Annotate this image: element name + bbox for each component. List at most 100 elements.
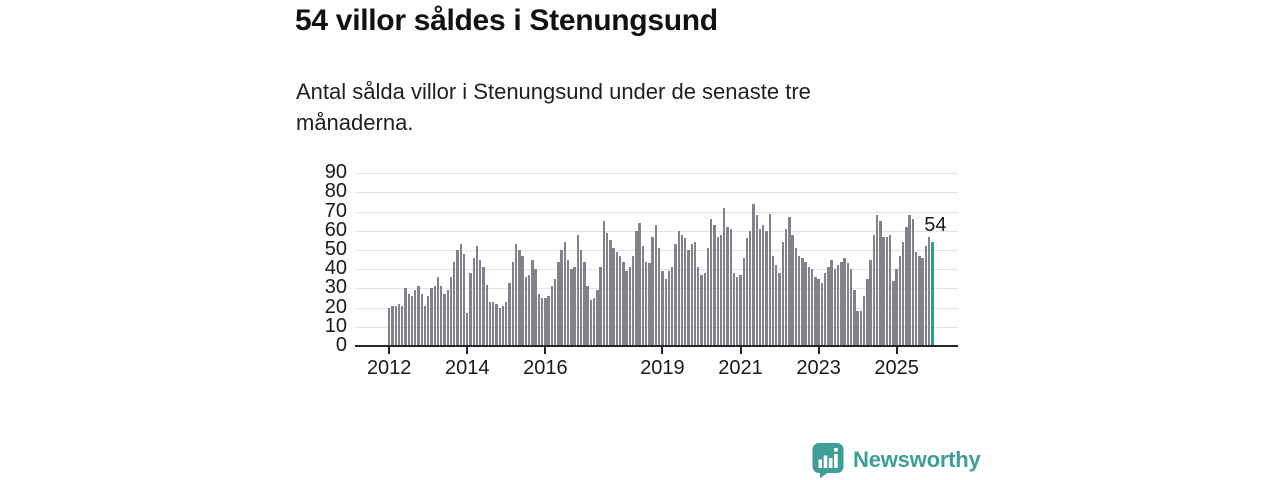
bar bbox=[488, 301, 492, 346]
bar bbox=[466, 313, 469, 346]
bar bbox=[531, 259, 534, 346]
bar bbox=[505, 301, 508, 346]
bar bbox=[775, 265, 778, 346]
x-axis-tick-mark bbox=[661, 347, 664, 354]
bar bbox=[905, 226, 908, 346]
bar bbox=[723, 207, 726, 346]
x-axis-tick-label: 2014 bbox=[445, 357, 490, 379]
bar bbox=[560, 250, 563, 346]
bar bbox=[625, 271, 628, 346]
bar bbox=[791, 234, 794, 346]
bar bbox=[778, 273, 781, 346]
bar bbox=[830, 259, 833, 346]
bar bbox=[498, 307, 501, 346]
bar bbox=[404, 288, 407, 346]
bar bbox=[758, 228, 762, 346]
bar bbox=[726, 226, 729, 346]
bar bbox=[635, 230, 638, 346]
bar bbox=[690, 244, 693, 346]
bar bbox=[436, 276, 440, 346]
bar bbox=[879, 221, 882, 346]
bar bbox=[388, 307, 391, 346]
bar bbox=[898, 255, 902, 346]
bar bbox=[469, 273, 472, 346]
bar bbox=[771, 255, 775, 346]
bar bbox=[866, 278, 869, 346]
bar bbox=[716, 236, 719, 346]
bar bbox=[420, 294, 423, 346]
x-axis-tick-label: 2016 bbox=[523, 357, 568, 379]
y-axis-tick-label: 20 bbox=[324, 295, 347, 318]
bar bbox=[602, 221, 606, 346]
bar bbox=[846, 263, 850, 346]
bar bbox=[814, 276, 817, 346]
bar bbox=[752, 203, 755, 346]
bar bbox=[671, 267, 674, 346]
bar bbox=[667, 271, 671, 346]
bar bbox=[657, 248, 661, 346]
bar bbox=[875, 215, 879, 346]
bar bbox=[495, 303, 498, 346]
bar bbox=[524, 276, 528, 346]
x-axis-tick-mark bbox=[895, 347, 898, 354]
y-axis-tick-label: 50 bbox=[324, 238, 347, 260]
grid-line bbox=[355, 192, 958, 194]
bar bbox=[885, 236, 889, 346]
bar bbox=[739, 274, 742, 346]
x-axis-tick-mark bbox=[466, 347, 469, 354]
bar bbox=[781, 242, 784, 346]
bar bbox=[843, 257, 846, 346]
bar bbox=[762, 225, 765, 346]
bar bbox=[397, 303, 401, 346]
bar-chart-speech-bubble-icon bbox=[812, 443, 844, 478]
bar bbox=[472, 257, 475, 346]
bar bbox=[820, 282, 824, 346]
x-axis-tick-mark bbox=[817, 347, 820, 354]
bar bbox=[749, 230, 752, 346]
bar bbox=[901, 242, 905, 346]
bar bbox=[677, 230, 680, 346]
bar bbox=[664, 278, 667, 346]
bar bbox=[892, 280, 895, 346]
bar bbox=[840, 261, 843, 346]
bar bbox=[801, 257, 804, 346]
bar bbox=[589, 299, 593, 346]
bar bbox=[849, 269, 853, 346]
bar bbox=[836, 265, 840, 346]
newsworthy-wordmark: Newsworthy bbox=[853, 446, 981, 472]
bar bbox=[703, 273, 706, 346]
bar bbox=[719, 234, 723, 346]
bar bbox=[648, 263, 651, 346]
x-axis-tick-label: 2019 bbox=[640, 357, 685, 379]
bar bbox=[501, 305, 505, 346]
bar bbox=[680, 234, 684, 346]
bar bbox=[586, 286, 589, 346]
chart-subtitle: Antal sålda villor i Stenungsund under d… bbox=[296, 79, 811, 135]
bar bbox=[823, 273, 827, 346]
bar bbox=[618, 255, 622, 346]
bar bbox=[862, 296, 866, 346]
bar bbox=[732, 273, 736, 346]
y-axis-tick-label: 70 bbox=[324, 199, 347, 222]
bar bbox=[674, 244, 677, 346]
bar bbox=[599, 267, 602, 346]
x-axis-tick-label: 2025 bbox=[874, 357, 919, 379]
grid-line bbox=[355, 173, 958, 175]
bar bbox=[612, 248, 615, 346]
bar bbox=[908, 215, 911, 346]
bar bbox=[693, 242, 697, 346]
bar bbox=[596, 290, 599, 346]
bar bbox=[628, 267, 632, 346]
bar bbox=[433, 286, 436, 346]
bar bbox=[700, 274, 703, 346]
bar bbox=[547, 296, 550, 346]
bar bbox=[479, 259, 482, 346]
x-axis-tick-mark bbox=[544, 347, 547, 354]
bar bbox=[394, 305, 397, 346]
bar bbox=[459, 244, 462, 346]
bar bbox=[765, 230, 768, 346]
bar bbox=[570, 269, 573, 346]
bar bbox=[563, 242, 567, 346]
bar bbox=[853, 290, 856, 346]
y-axis-tick-label: 80 bbox=[324, 180, 347, 203]
